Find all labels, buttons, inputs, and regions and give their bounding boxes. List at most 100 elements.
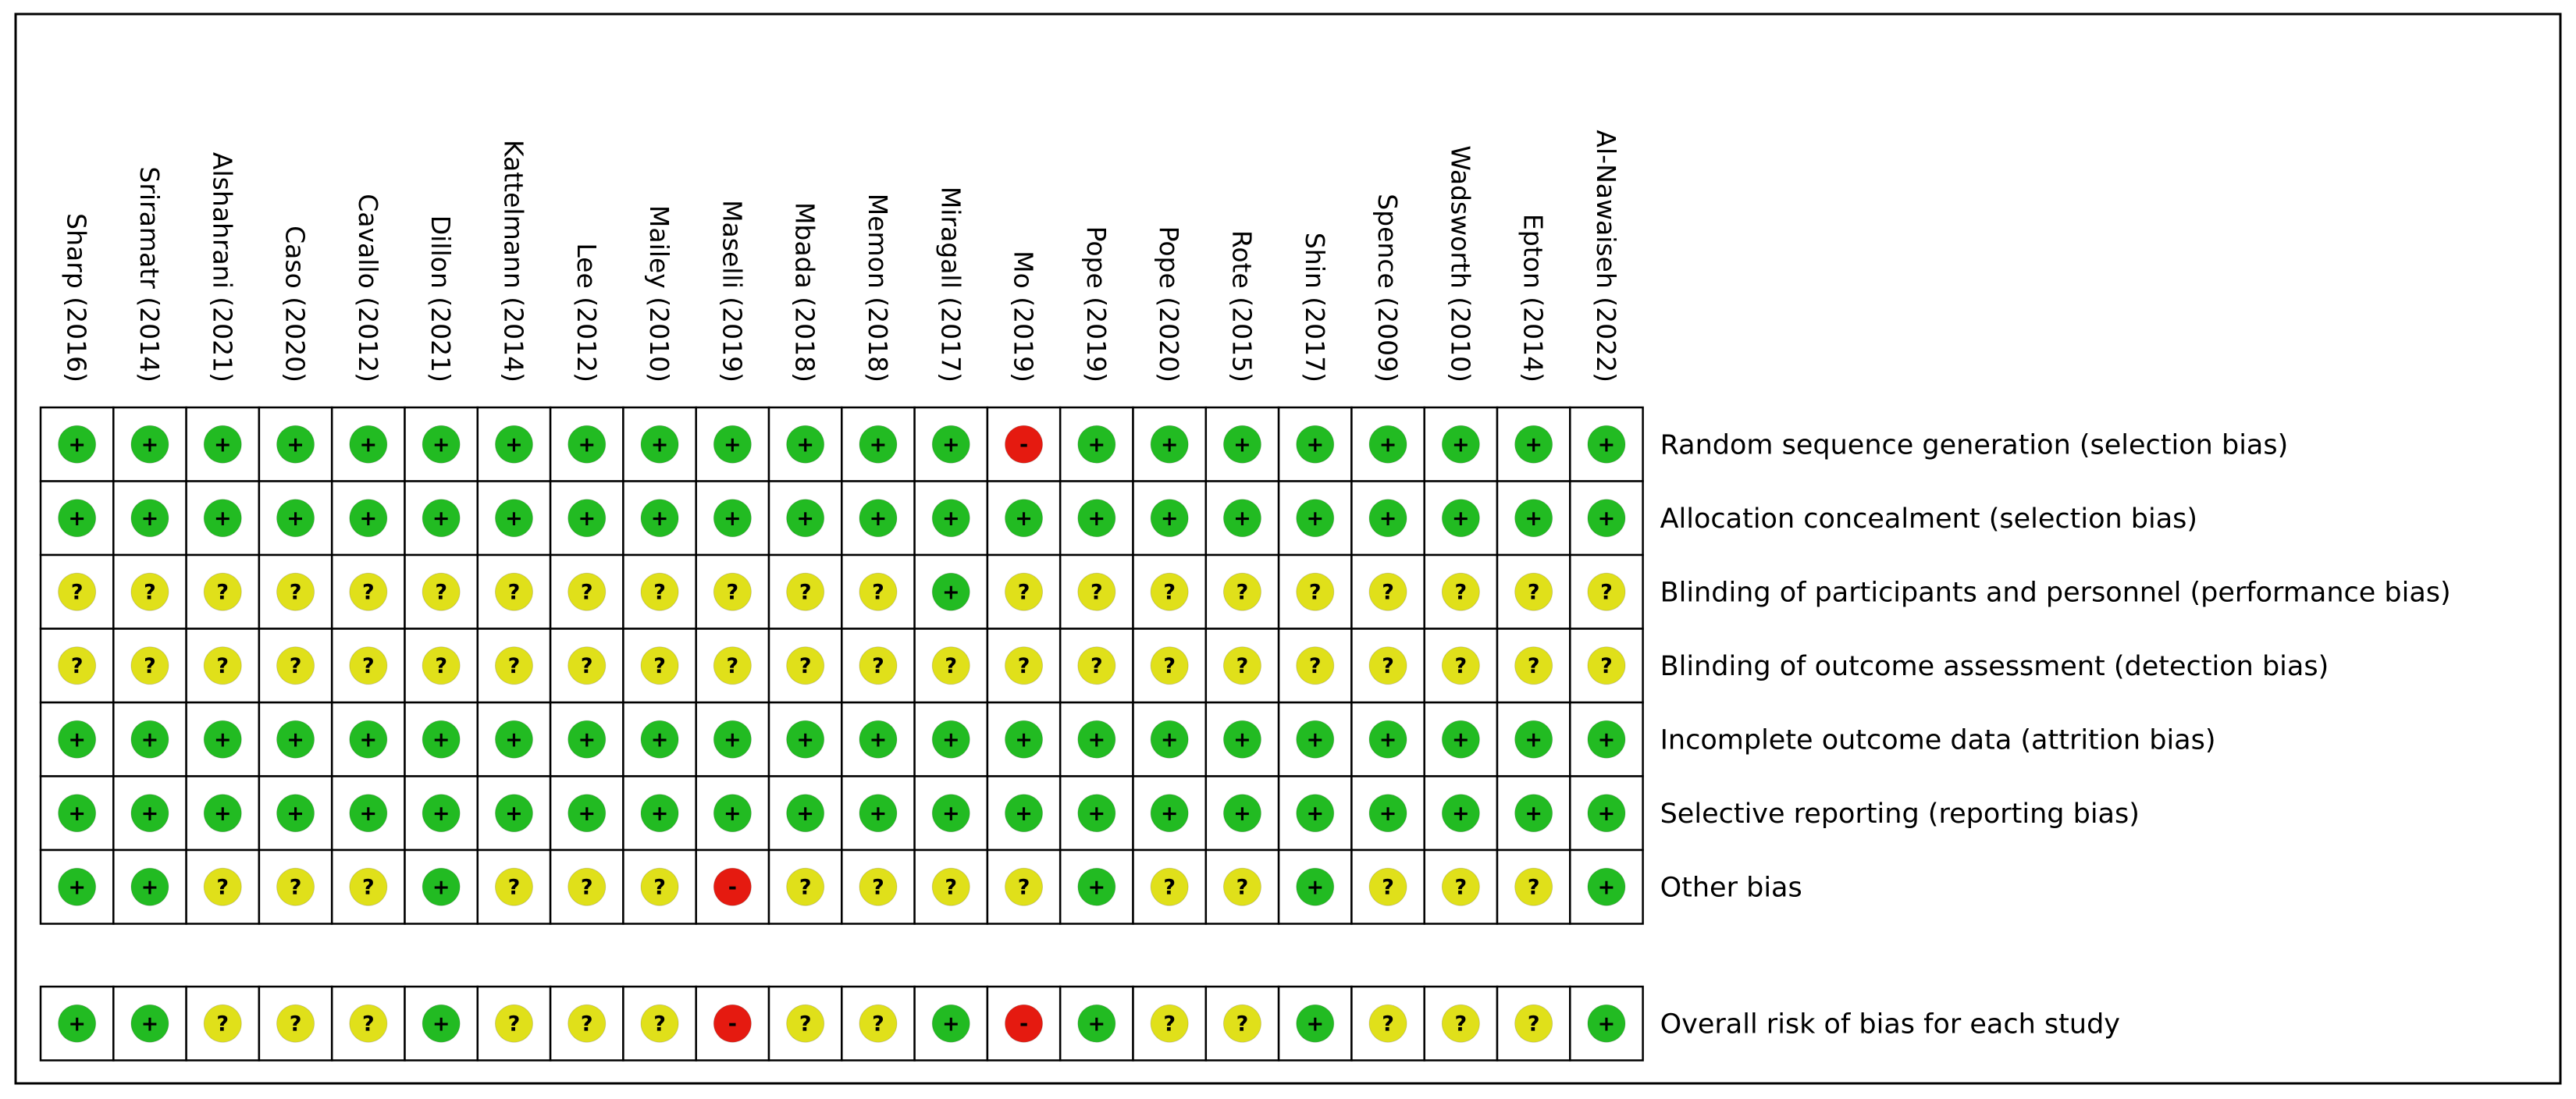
judgement-symbol: + bbox=[724, 432, 742, 457]
judgement-symbol: + bbox=[141, 507, 159, 531]
study-label-caso-2020: Caso (2020) bbox=[280, 226, 311, 382]
low-risk-marker bbox=[1368, 499, 1407, 538]
judgement-symbol: + bbox=[796, 507, 814, 531]
judgement-symbol: + bbox=[141, 727, 159, 752]
judgement-symbol: ? bbox=[435, 580, 447, 604]
unclear-risk-marker bbox=[349, 572, 388, 611]
unclear-risk-marker bbox=[1514, 1004, 1553, 1043]
judgement-symbol: + bbox=[1233, 727, 1251, 752]
judgement-symbol: ? bbox=[581, 875, 593, 899]
study-label-pope-2019: Pope (2019) bbox=[1081, 226, 1112, 382]
cell-other-bias-sharp-2016: + bbox=[39, 848, 115, 925]
cell-blinding-of-participants-and-personnel-performance-bias-wadsworth-2010: ? bbox=[1423, 553, 1499, 630]
cell-other-bias-mailey-2010: ? bbox=[622, 848, 697, 925]
unclear-risk-marker bbox=[1587, 572, 1626, 611]
low-risk-marker bbox=[1077, 1004, 1116, 1043]
judgement-symbol: + bbox=[1598, 875, 1616, 899]
low-risk-marker bbox=[1441, 720, 1480, 759]
judgement-symbol: + bbox=[870, 507, 888, 531]
cell-blinding-of-participants-and-personnel-performance-bias-sriramatr-2014: ? bbox=[112, 553, 187, 630]
judgement-symbol: + bbox=[432, 727, 450, 752]
judgement-symbol: ? bbox=[1018, 580, 1030, 604]
judgement-symbol: ? bbox=[362, 580, 375, 604]
judgement-symbol: ? bbox=[71, 654, 84, 678]
low-risk-marker bbox=[713, 425, 752, 464]
cell-blinding-of-participants-and-personnel-performance-bias-miragall-2017: + bbox=[913, 553, 989, 630]
judgement-symbol: + bbox=[1088, 1012, 1106, 1036]
judgement-symbol: ? bbox=[945, 654, 957, 678]
low-risk-marker bbox=[786, 425, 825, 464]
judgement-symbol: ? bbox=[216, 1012, 229, 1036]
judgement-symbol: + bbox=[1525, 802, 1542, 826]
low-risk-marker bbox=[58, 425, 97, 464]
low-risk-marker bbox=[1150, 794, 1189, 833]
judgement-symbol: ? bbox=[872, 654, 884, 678]
cell-other-bias-al-nawaiseh-2022: + bbox=[1569, 848, 1644, 925]
low-risk-marker bbox=[494, 499, 533, 538]
judgement-symbol: ? bbox=[872, 1012, 884, 1036]
cell-overall-mo-2019: - bbox=[986, 985, 1062, 1062]
low-risk-marker bbox=[203, 499, 242, 538]
judgement-symbol: ? bbox=[1236, 875, 1249, 899]
cell-overall-sriramatr-2014: + bbox=[112, 985, 187, 1062]
judgement-symbol: + bbox=[1306, 875, 1324, 899]
cell-selective-reporting-reporting-bias-memon-2018: + bbox=[841, 775, 916, 852]
cell-blinding-of-participants-and-personnel-performance-bias-epton-2014: ? bbox=[1496, 553, 1571, 630]
unclear-risk-marker bbox=[203, 646, 242, 685]
cell-incomplete-outcome-data-attrition-bias-sriramatr-2014: + bbox=[112, 701, 187, 777]
judgement-symbol: ? bbox=[1163, 580, 1176, 604]
low-risk-marker bbox=[1514, 794, 1553, 833]
judgement-symbol: + bbox=[796, 802, 814, 826]
judgement-symbol: + bbox=[1452, 507, 1470, 531]
low-risk-marker bbox=[1296, 867, 1335, 906]
unclear-risk-marker bbox=[931, 867, 970, 906]
low-risk-marker bbox=[58, 1004, 97, 1043]
low-risk-marker bbox=[422, 720, 461, 759]
cell-allocation-concealment-selection-bias-shin-2017: + bbox=[1277, 480, 1353, 557]
judgement-symbol: ? bbox=[1528, 1012, 1540, 1036]
cell-allocation-concealment-selection-bias-caso-2020: + bbox=[258, 480, 333, 557]
study-label-memon-2018: Memon (2018) bbox=[863, 194, 893, 382]
unclear-risk-marker bbox=[58, 646, 97, 685]
cell-blinding-of-outcome-assessment-detection-bias-al-nawaiseh-2022: ? bbox=[1569, 628, 1644, 704]
low-risk-marker bbox=[1005, 499, 1044, 538]
unclear-risk-marker bbox=[859, 1004, 898, 1043]
cell-blinding-of-outcome-assessment-detection-bias-alshahrani-2021: ? bbox=[185, 628, 261, 704]
cell-selective-reporting-reporting-bias-rote-2015: + bbox=[1204, 775, 1280, 852]
low-risk-marker bbox=[1441, 499, 1480, 538]
cell-random-sequence-generation-selection-bias-mbada-2018: + bbox=[767, 406, 843, 482]
low-risk-marker bbox=[1222, 499, 1261, 538]
cell-incomplete-outcome-data-attrition-bias-caso-2020: + bbox=[258, 701, 333, 777]
cell-allocation-concealment-selection-bias-sharp-2016: + bbox=[39, 480, 115, 557]
cell-selective-reporting-reporting-bias-miragall-2017: + bbox=[913, 775, 989, 852]
judgement-symbol: ? bbox=[1163, 875, 1176, 899]
cell-allocation-concealment-selection-bias-epton-2014: + bbox=[1496, 480, 1571, 557]
unclear-risk-marker bbox=[1296, 572, 1335, 611]
cell-blinding-of-participants-and-personnel-performance-bias-mbada-2018: ? bbox=[767, 553, 843, 630]
judgement-symbol: ? bbox=[1018, 654, 1030, 678]
judgement-symbol: + bbox=[360, 727, 378, 752]
cell-overall-sharp-2016: + bbox=[39, 985, 115, 1062]
cell-blinding-of-participants-and-personnel-performance-bias-sharp-2016: ? bbox=[39, 553, 115, 630]
judgement-symbol: ? bbox=[1091, 580, 1103, 604]
judgement-symbol: ? bbox=[1236, 1012, 1249, 1036]
cell-blinding-of-participants-and-personnel-performance-bias-spence-2009: ? bbox=[1350, 553, 1425, 630]
unclear-risk-marker bbox=[130, 572, 169, 611]
unclear-risk-marker bbox=[568, 646, 607, 685]
unclear-risk-marker bbox=[713, 572, 752, 611]
unclear-risk-marker bbox=[1150, 1004, 1189, 1043]
judgement-symbol: ? bbox=[1382, 580, 1394, 604]
cell-selective-reporting-reporting-bias-mailey-2010: + bbox=[622, 775, 697, 852]
judgement-symbol: + bbox=[1088, 875, 1106, 899]
low-risk-marker bbox=[1441, 794, 1480, 833]
cell-selective-reporting-reporting-bias-kattelmann-2014: + bbox=[476, 775, 552, 852]
judgement-symbol: ? bbox=[653, 875, 666, 899]
cell-blinding-of-participants-and-personnel-performance-bias-caso-2020: ? bbox=[258, 553, 333, 630]
study-label-lee-2012: Lee (2012) bbox=[571, 243, 602, 382]
unclear-risk-marker bbox=[422, 646, 461, 685]
low-risk-marker bbox=[931, 499, 970, 538]
low-risk-marker bbox=[1587, 867, 1626, 906]
cell-border bbox=[549, 985, 624, 1062]
cell-selective-reporting-reporting-bias-shin-2017: + bbox=[1277, 775, 1353, 852]
